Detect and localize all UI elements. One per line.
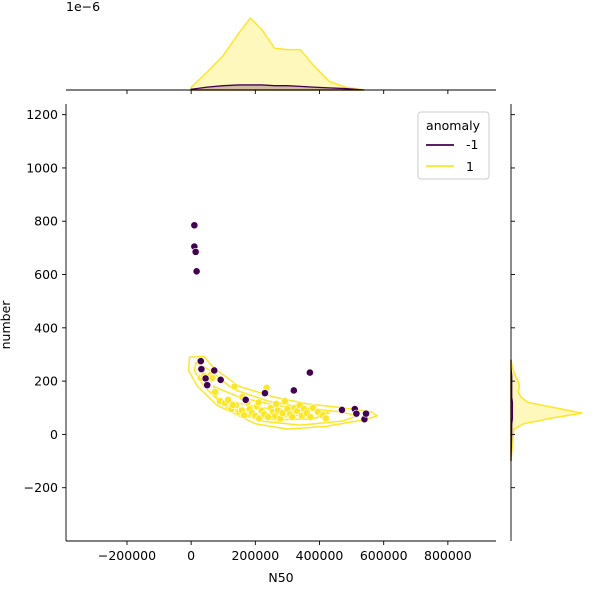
y-axis-ticks: −200 0 200 400 600 800 1000 1200 — [24, 107, 66, 495]
scatter-point-anomaly — [190, 221, 199, 230]
scatter-point-anomaly — [216, 375, 225, 384]
top-marginal-scale-label: 1e−6 — [66, 0, 100, 14]
scatter-points — [190, 221, 370, 424]
scatter-point-normal — [230, 382, 239, 391]
y-tick-label: 600 — [34, 267, 58, 282]
legend-label-pos1: 1 — [466, 159, 474, 174]
y-tick-label: 200 — [34, 374, 58, 389]
scatter-point-normal — [306, 413, 315, 421]
x-tick-label: 200000 — [231, 548, 279, 563]
top-kde-series-1 — [190, 17, 366, 91]
kde-contour-line — [187, 355, 379, 430]
x-tick-label: 600000 — [360, 548, 408, 563]
legend-label-neg1: -1 — [466, 137, 478, 152]
scatter-point-normal — [280, 397, 289, 406]
main-axes-spines — [65, 104, 496, 542]
x-tick-label: −200000 — [98, 548, 156, 563]
scatter-point-anomaly — [201, 374, 210, 383]
scatter-point-anomaly — [261, 389, 269, 398]
y-tick-label: 400 — [34, 320, 58, 335]
top-kde-series-neg1 — [190, 84, 365, 91]
scatter-point-anomaly — [338, 405, 346, 414]
scatter-point-anomaly — [241, 395, 250, 404]
right-kde-series-1 — [510, 359, 583, 462]
scatter-point-normal — [254, 398, 263, 407]
main-scatter-plot: −200000 0 200000 400000 600000 800000 −200 0 20… — [0, 104, 496, 585]
x-tick-label: 400000 — [296, 548, 344, 563]
scatter-point-anomaly — [196, 357, 205, 366]
x-tick-label: 800000 — [424, 548, 472, 563]
scatter-point-anomaly — [210, 366, 219, 375]
y-tick-label: 800 — [34, 214, 58, 229]
scatter-point-anomaly — [203, 381, 212, 390]
scatter-point-normal — [211, 387, 220, 396]
scatter-point-anomaly — [192, 267, 201, 276]
scatter-point-anomaly — [191, 247, 200, 256]
legend-title: anomaly — [426, 118, 481, 133]
scatter-point-anomaly — [197, 365, 206, 374]
scatter-point-anomaly — [289, 386, 298, 395]
x-tick-label: 0 — [187, 548, 195, 563]
scatter-point-normal — [240, 411, 248, 420]
scatter-point-normal — [228, 401, 237, 410]
scatter-point-normal — [288, 413, 297, 421]
scatter-point-normal — [208, 374, 217, 382]
scatter-point-anomaly — [305, 368, 314, 377]
legend: anomaly -1 1 — [417, 111, 490, 180]
right-marginal-kde — [510, 104, 583, 541]
scatter-point-anomaly — [352, 409, 361, 418]
scatter-point-normal — [224, 395, 232, 404]
scatter-point-normal — [255, 414, 264, 423]
x-axis-label: N50 — [268, 570, 293, 585]
y-tick-label: 1000 — [26, 160, 58, 175]
scatter-point-anomaly — [362, 409, 370, 418]
y-tick-label: −200 — [24, 480, 58, 495]
kde-contour-line — [193, 361, 359, 426]
y-tick-label: 0 — [50, 427, 58, 442]
top-marginal-kde: 1e−6 — [66, 0, 496, 94]
scatter-point-normal — [322, 414, 330, 423]
x-axis-ticks: −200000 0 200000 400000 600000 800000 — [98, 541, 472, 563]
y-tick-label: 1200 — [26, 107, 58, 122]
y-axis-label: number — [0, 300, 13, 350]
scatter-point-normal — [272, 399, 281, 408]
